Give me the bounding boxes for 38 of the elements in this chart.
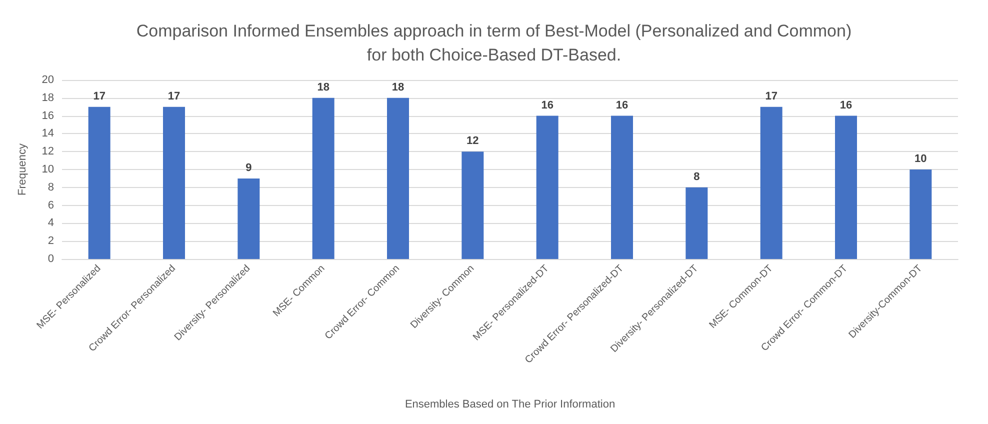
bar [760, 106, 782, 259]
data-label: 18 [317, 81, 330, 94]
data-label: 18 [392, 81, 404, 94]
y-tick-label: 16 [42, 110, 54, 122]
y-tick-label: 8 [48, 181, 54, 194]
data-label: 10 [914, 153, 927, 165]
data-label: 16 [616, 99, 628, 112]
data-label: 9 [246, 162, 252, 174]
bar [611, 116, 633, 259]
y-axis-title: Frequency [16, 143, 28, 196]
x-axis-title: Ensembles Based on The Prior Information [404, 398, 616, 410]
y-tick-label: 18 [42, 92, 54, 104]
y-tick-label: 10 [42, 164, 54, 176]
data-label: 8 [694, 170, 700, 183]
bar [88, 106, 110, 259]
bar [312, 98, 334, 259]
bar [686, 187, 708, 259]
y-tick-label: 4 [48, 217, 54, 230]
y-tick-label: 0 [48, 253, 54, 265]
chart-title: Comparison Informed Ensembles approach in term of Best-Model (Personalized and Common) for both Choice-Based DT-Based. [136, 22, 852, 64]
data-label: 16 [541, 99, 554, 112]
bar [835, 116, 857, 259]
y-tick-label: 14 [42, 128, 54, 140]
bar [163, 106, 185, 259]
bar [387, 98, 409, 259]
data-label: 17 [93, 90, 106, 102]
bar [536, 116, 558, 259]
data-label: 17 [168, 90, 180, 102]
y-tick-label: 6 [48, 199, 54, 212]
y-tick-label: 20 [42, 74, 54, 86]
data-label: 12 [466, 135, 479, 148]
bar [462, 152, 484, 259]
bar [910, 170, 932, 259]
y-tick-label: 2 [48, 235, 54, 248]
bar [238, 178, 260, 259]
y-tick-label: 12 [42, 146, 54, 158]
data-label: 17 [765, 90, 778, 102]
data-label: 16 [840, 99, 852, 112]
